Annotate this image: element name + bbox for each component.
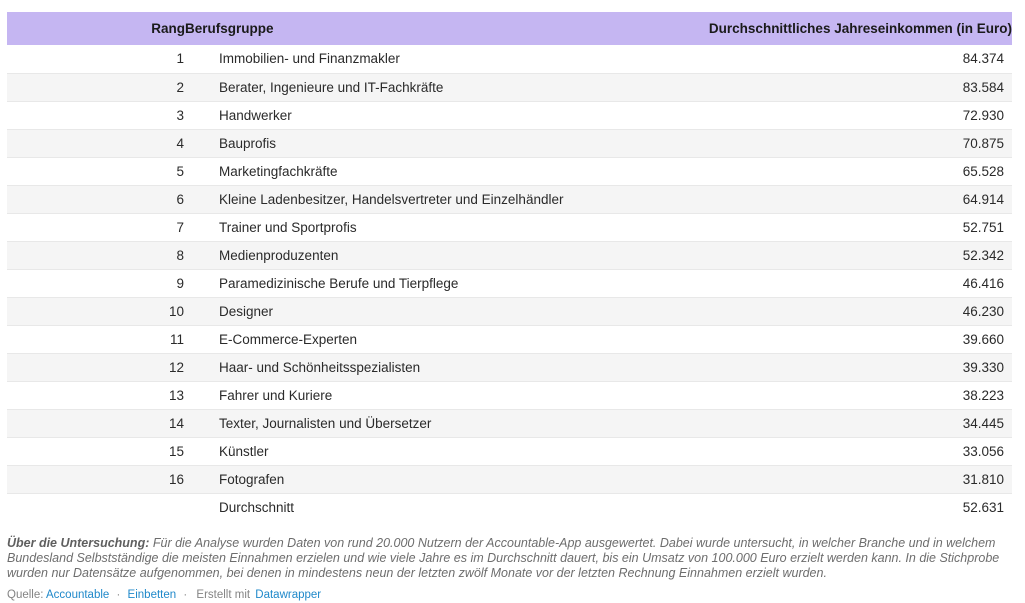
table-header: Rang Berufsgruppe Durchschnittliches Jah…	[7, 12, 1012, 45]
rank-cell	[7, 493, 185, 521]
column-header-berufsgruppe: Berufsgruppe	[185, 12, 612, 45]
income-cell: 84.374	[962, 51, 1004, 67]
about-label: Über die Untersuchung:	[7, 536, 150, 550]
rank-cell: 9	[176, 275, 184, 291]
income-cell: 39.660	[962, 331, 1004, 347]
income-cell: 38.223	[962, 387, 1004, 403]
separator-dot: ·	[116, 589, 121, 601]
rank-cell: 6	[176, 191, 184, 207]
table-row: 1 Immobilien- und Finanzmakler 84.374	[7, 45, 1012, 73]
group-cell: Künstler	[219, 443, 269, 459]
rank-cell: 10	[168, 303, 184, 319]
income-cell: 33.056	[962, 443, 1004, 459]
source-label: Quelle:	[7, 589, 44, 601]
rank-cell: 11	[169, 331, 184, 347]
group-cell: Kleine Ladenbesitzer, Handelsvertreter u…	[219, 191, 564, 207]
table-row: 15 Künstler 33.056	[7, 437, 1012, 465]
rank-cell: 3	[176, 107, 184, 123]
group-cell: Medienproduzenten	[219, 247, 339, 263]
table-row: 8 Medienproduzenten 52.342	[7, 241, 1012, 269]
column-header-einkommen: Durchschnittliches Jahreseinkommen (in E…	[612, 12, 1012, 45]
about-text: Für die Analyse wurden Daten von rund 20…	[7, 536, 1000, 580]
rank-cell: 7	[176, 219, 184, 235]
separator-dot: ·	[183, 589, 188, 601]
table-row: 4 Bauprofis 70.875	[7, 129, 1012, 157]
rank-cell: 1	[176, 51, 184, 67]
table-row: Durchschnitt 52.631	[7, 493, 1012, 521]
table-row: 11 E-Commerce-Experten 39.660	[7, 325, 1012, 353]
income-cell: 34.445	[962, 415, 1004, 431]
group-cell: Fotografen	[219, 471, 285, 487]
income-cell: 31.810	[962, 471, 1004, 487]
income-cell: 52.751	[962, 219, 1004, 235]
group-cell: Durchschnitt	[219, 499, 295, 515]
rank-cell: 4	[176, 135, 184, 151]
table-row: 13 Fahrer und Kuriere 38.223	[7, 381, 1012, 409]
income-cell: 39.330	[962, 359, 1004, 375]
table-row: 7 Trainer und Sportprofis 52.751	[7, 213, 1012, 241]
group-cell: Berater, Ingenieure und IT-Fachkräfte	[219, 79, 444, 95]
income-table: Rang Berufsgruppe Durchschnittliches Jah…	[7, 12, 1012, 521]
income-cell: 52.631	[962, 499, 1004, 515]
source-link-accountable[interactable]: Accountable	[46, 589, 110, 601]
group-cell: Paramedizinische Berufe und Tierpflege	[219, 275, 459, 291]
group-cell: Marketingfachkräfte	[219, 163, 338, 179]
table-row: 9 Paramedizinische Berufe und Tierpflege…	[7, 269, 1012, 297]
group-cell: Haar- und Schönheitsspezialisten	[219, 359, 421, 375]
header-row: Rang Berufsgruppe Durchschnittliches Jah…	[7, 12, 1012, 45]
rank-cell: 8	[176, 247, 184, 263]
column-header-rang: Rang	[7, 12, 185, 45]
group-cell: Immobilien- und Finanzmakler	[219, 51, 400, 67]
rank-cell: 13	[168, 387, 184, 403]
table-row: 12 Haar- und Schönheitsspezialisten 39.3…	[7, 353, 1012, 381]
rank-cell: 15	[168, 443, 184, 459]
income-cell: 70.875	[962, 135, 1004, 151]
rank-cell: 2	[176, 79, 184, 95]
table-row: 6 Kleine Ladenbesitzer, Handelsvertreter…	[7, 185, 1012, 213]
income-cell: 52.342	[962, 247, 1004, 263]
table-body: 1 Immobilien- und Finanzmakler 84.374 2 …	[7, 45, 1012, 521]
rank-cell: 12	[168, 359, 184, 375]
rank-cell: 5	[176, 163, 184, 179]
income-cell: 46.416	[962, 275, 1004, 291]
embed-link[interactable]: Einbetten	[127, 589, 177, 601]
group-cell: Fahrer und Kuriere	[219, 387, 333, 403]
credit-text: Erstellt mit	[196, 589, 251, 601]
table-row: 10 Designer 46.230	[7, 297, 1012, 325]
income-cell: 65.528	[962, 163, 1004, 179]
table-row: 2 Berater, Ingenieure und IT-Fachkräfte …	[7, 73, 1012, 101]
group-cell: Trainer und Sportprofis	[219, 219, 357, 235]
table-row: 5 Marketingfachkräfte 65.528	[7, 157, 1012, 185]
group-cell: Texter, Journalisten und Übersetzer	[219, 415, 432, 431]
income-cell: 64.914	[962, 191, 1004, 207]
group-cell: Bauprofis	[219, 135, 277, 151]
rank-cell: 14	[168, 415, 184, 431]
group-cell: Handwerker	[219, 107, 292, 123]
credit-link-datawrapper[interactable]: Datawrapper	[255, 589, 322, 601]
group-cell: Designer	[219, 303, 274, 319]
group-cell: E-Commerce-Experten	[219, 331, 358, 347]
rank-cell: 16	[168, 471, 184, 487]
source-line: Quelle: Accountable · Einbetten · Erstel…	[7, 589, 1012, 601]
table-row: 3 Handwerker 72.930	[7, 101, 1012, 129]
table-row: 14 Texter, Journalisten und Übersetzer 3…	[7, 409, 1012, 437]
income-cell: 46.230	[962, 303, 1004, 319]
income-cell: 83.584	[962, 79, 1004, 95]
table-row: 16 Fotografen 31.810	[7, 465, 1012, 493]
income-cell: 72.930	[962, 107, 1004, 123]
about-note: Über die Untersuchung: Für die Analyse w…	[7, 536, 1012, 581]
